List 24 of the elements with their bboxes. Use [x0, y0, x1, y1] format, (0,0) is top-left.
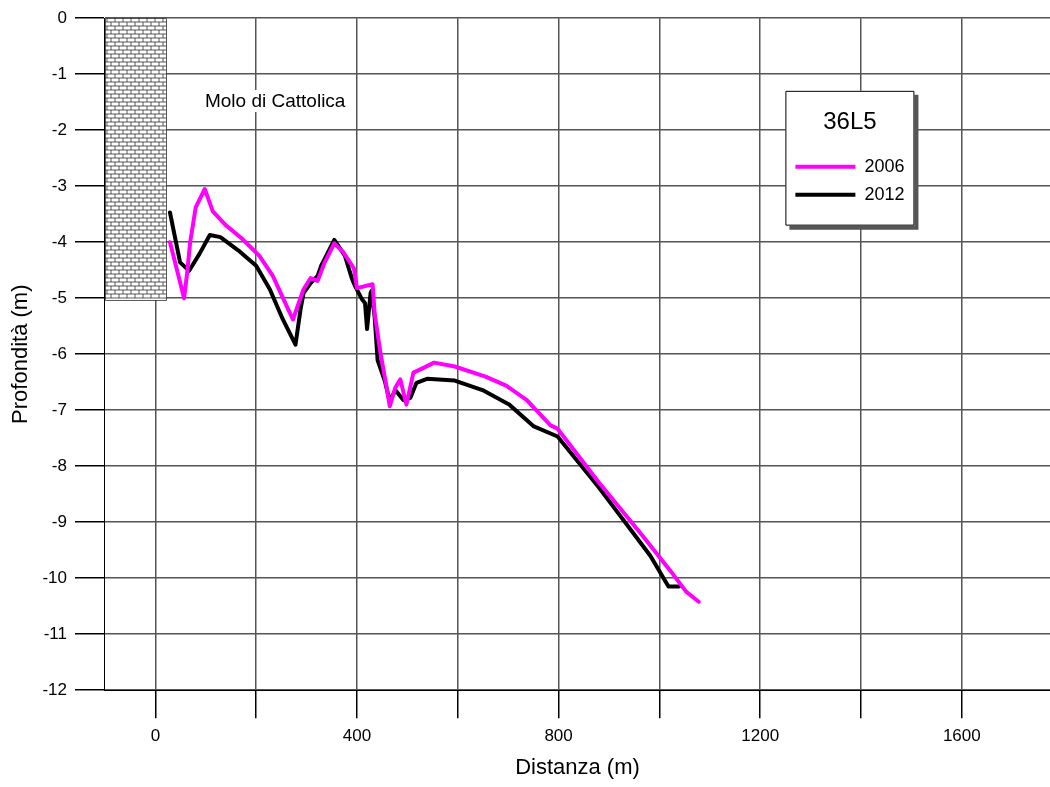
legend-title: 36L5: [823, 107, 877, 135]
y-tick-label: -5: [51, 287, 67, 307]
y-tick-label: -2: [51, 119, 67, 139]
y-tick-label: -6: [51, 343, 67, 363]
y-tick-label: -11: [43, 623, 67, 643]
legend-label: 2006: [864, 155, 905, 176]
y-tick-label: -9: [51, 511, 67, 531]
x-tick-label: 800: [544, 726, 573, 746]
y-tick-label: -8: [51, 455, 67, 475]
y-tick-label: -12: [42, 679, 67, 699]
y-axis-title: Profondità (m): [7, 284, 33, 424]
y-tick-label: -4: [51, 231, 67, 251]
y-tick-label: 0: [57, 7, 67, 27]
x-tick-label: 1200: [741, 726, 780, 746]
x-tick-label: 400: [342, 726, 372, 746]
x-tick-label: 1600: [942, 726, 981, 746]
x-tick-label: 0: [150, 726, 161, 746]
y-tick-label: -1: [51, 63, 67, 83]
annotation: Molo di Cattolica: [204, 90, 346, 113]
y-tick-label: -3: [51, 175, 67, 195]
legend-label: 2012: [864, 183, 905, 204]
y-tick-label: -7: [51, 399, 67, 419]
y-tick-label: -10: [42, 567, 67, 587]
x-axis-title: Distanza (m): [515, 753, 640, 779]
